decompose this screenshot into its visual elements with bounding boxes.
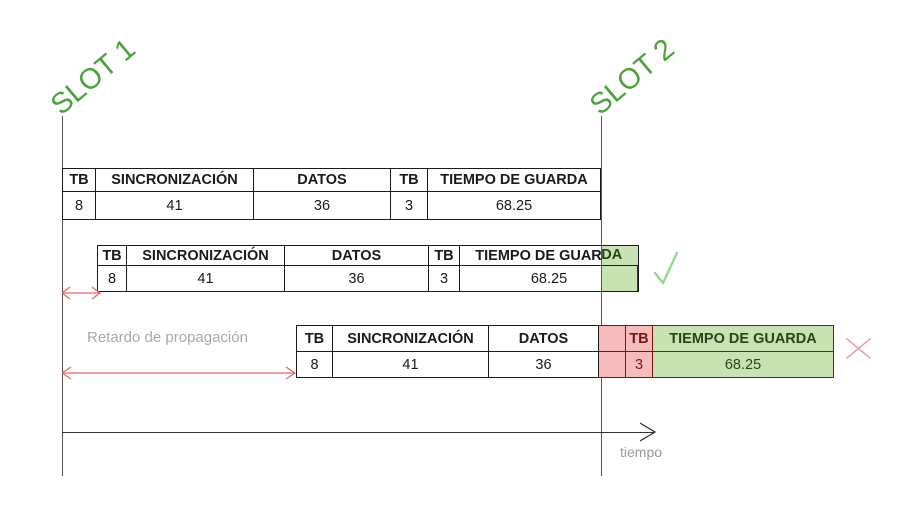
svg-text:SLOT 2: SLOT 2	[584, 33, 681, 121]
svg-text:SLOT 1: SLOT 1	[45, 33, 142, 121]
